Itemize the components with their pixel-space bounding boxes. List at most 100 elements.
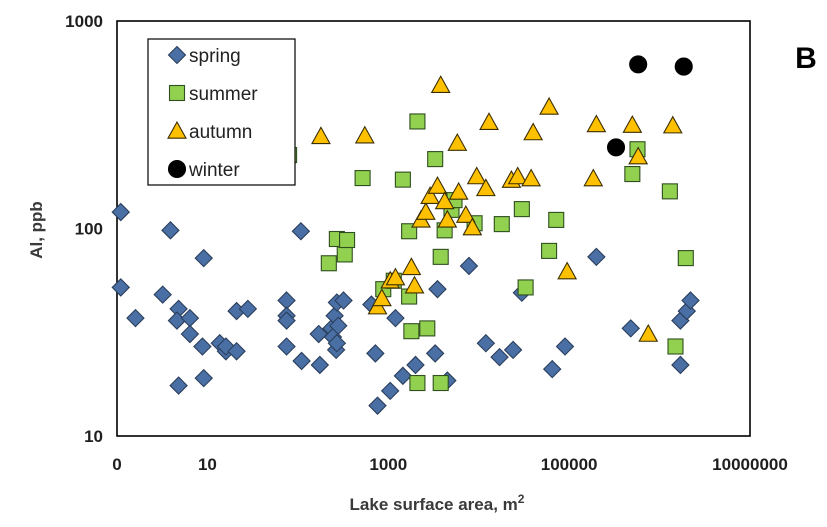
legend-marker-autumn <box>167 120 187 139</box>
spring-point <box>327 333 347 353</box>
spring-point <box>366 344 385 363</box>
spring-point <box>428 279 447 299</box>
autumn-point <box>455 204 476 223</box>
spring-point <box>194 368 214 388</box>
spring-point <box>621 319 641 338</box>
y-axis-title: Al, ppb <box>27 201 46 259</box>
autumn-point <box>583 168 604 187</box>
summer-point <box>541 242 558 259</box>
autumn-point <box>420 186 441 205</box>
legend-label-autumn: autumn <box>189 122 252 143</box>
legend-marker-summer <box>168 84 186 102</box>
summer-point <box>409 113 426 130</box>
summer-point <box>517 279 534 296</box>
spring-point <box>503 340 523 360</box>
spring-point <box>406 355 425 375</box>
summer-point <box>624 165 641 183</box>
spring-point <box>555 337 575 356</box>
summer-point <box>432 374 449 392</box>
spring-point <box>386 308 405 328</box>
spring-point <box>238 299 258 319</box>
spring-point <box>111 202 131 222</box>
legend-label-spring: spring <box>189 46 241 67</box>
autumn-point <box>557 261 578 280</box>
summer-point <box>409 374 426 392</box>
autumn-point <box>662 115 683 134</box>
y-tick-label: 100 <box>75 220 103 239</box>
data-points <box>111 55 700 415</box>
x-axis-title-superscript: 2 <box>518 492 525 506</box>
spring-point <box>310 355 330 375</box>
autumn-point <box>466 166 487 185</box>
winter-point <box>629 55 648 74</box>
autumn-point <box>628 146 649 165</box>
legend-marker-spring <box>167 45 187 65</box>
spring-point <box>542 359 562 379</box>
spring-point <box>329 316 348 335</box>
autumn-point <box>539 96 560 115</box>
spring-point <box>194 248 214 268</box>
spring-point <box>277 311 296 330</box>
winter-point <box>606 138 626 157</box>
spring-point <box>309 324 328 344</box>
spring-point <box>476 333 496 353</box>
autumn-point <box>462 217 483 236</box>
spring-point <box>153 285 172 304</box>
autumn-point <box>404 275 425 294</box>
spring-point <box>161 221 180 240</box>
spring-point <box>587 247 606 267</box>
summer-point <box>419 320 436 337</box>
spring-point <box>380 381 400 401</box>
summer-point <box>432 248 449 265</box>
spring-point <box>111 278 131 297</box>
autumn-point <box>475 178 496 197</box>
summer-point <box>320 255 337 272</box>
autumn-point <box>586 114 607 133</box>
autumn-point <box>430 75 451 94</box>
legend-marker-winter <box>167 159 187 179</box>
legend: spring summer autumn winter <box>147 38 296 186</box>
spring-point <box>334 291 353 310</box>
autumn-point <box>415 201 436 220</box>
summer-point <box>336 246 353 263</box>
spring-point <box>425 344 445 363</box>
spring-point <box>291 221 311 241</box>
autumn-point <box>427 176 448 194</box>
spring-point <box>292 351 311 371</box>
summer-point <box>427 151 444 168</box>
x-axis-title: Lake surface area, m2 <box>350 492 525 514</box>
x-tick-label: 1000 <box>369 455 407 474</box>
spring-point <box>126 308 145 328</box>
autumn-point <box>437 209 458 228</box>
series-spring <box>111 202 700 415</box>
y-tick-label: 10 <box>84 427 103 446</box>
summer-point <box>667 338 684 355</box>
x-tick-label: 100000 <box>541 455 598 474</box>
legend-label-winter: winter <box>188 160 240 181</box>
spring-point <box>227 342 246 361</box>
spring-point <box>180 324 200 344</box>
x-tick-label: 10 <box>198 455 217 474</box>
spring-point <box>671 355 690 375</box>
spring-point <box>459 256 479 276</box>
autumn-point <box>507 166 528 185</box>
spring-point <box>368 396 387 415</box>
spring-point <box>393 366 413 386</box>
x-tick-label: 10000000 <box>712 455 788 474</box>
summer-point <box>339 231 356 249</box>
autumn-point <box>448 181 469 200</box>
autumn-point <box>371 288 392 307</box>
spring-point <box>193 337 212 356</box>
y-tick-labels: 10 100 1000 <box>65 12 103 446</box>
summer-point <box>403 323 420 340</box>
autumn-point <box>401 257 422 276</box>
autumn-point <box>479 112 499 131</box>
autumn-point <box>434 191 455 210</box>
summer-point <box>677 250 694 267</box>
autumn-point <box>638 323 659 342</box>
summer-point <box>513 201 530 218</box>
spring-point <box>681 291 700 310</box>
summer-point <box>354 170 371 187</box>
summer-point <box>493 216 510 233</box>
